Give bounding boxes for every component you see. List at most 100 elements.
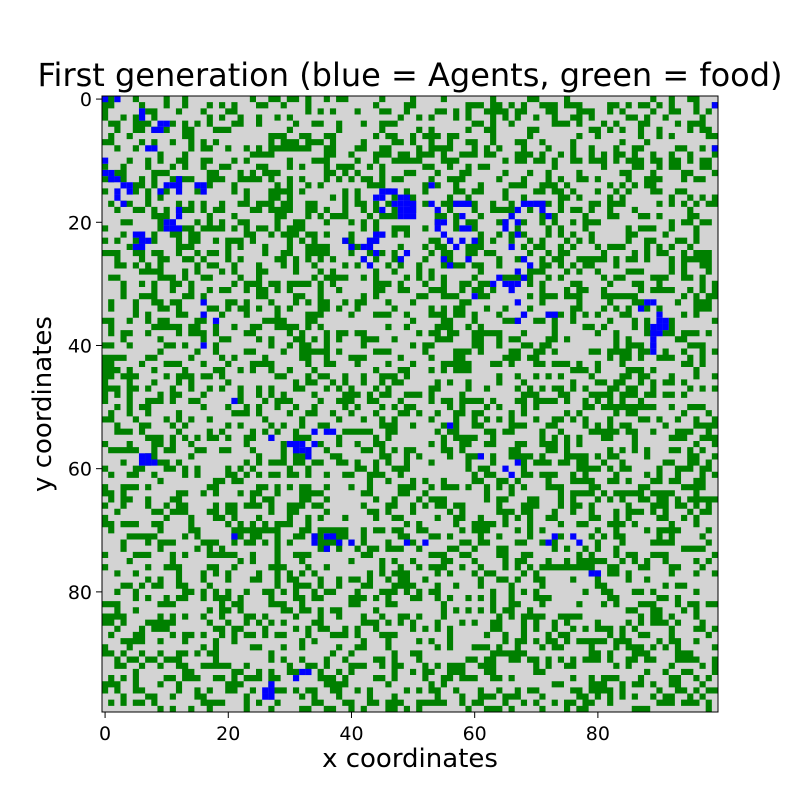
agent-cell	[329, 428, 337, 435]
agent-cell	[490, 280, 497, 288]
agent-cell	[102, 169, 109, 177]
agent-cell	[151, 126, 158, 134]
agent-cell	[323, 545, 330, 552]
agent-cell	[138, 237, 146, 244]
x-tick-label: 60	[463, 723, 487, 745]
agent-cell	[527, 262, 534, 269]
agent-cell	[175, 176, 183, 183]
agent-cell	[434, 225, 441, 232]
agent-cell	[650, 323, 657, 331]
agent-cell	[126, 182, 133, 189]
y-axis: 0 20 40 60 80	[68, 89, 102, 604]
agent-cell	[650, 336, 657, 343]
agent-cell	[305, 447, 312, 454]
agent-cell	[440, 219, 448, 226]
agent-cell	[539, 200, 546, 207]
agent-cell	[212, 317, 220, 324]
agent-cell	[175, 213, 183, 220]
agent-cell	[650, 348, 657, 355]
agent-cell	[644, 299, 651, 306]
agent-cell	[637, 305, 645, 312]
agent-cell	[231, 533, 238, 540]
agent-cell	[348, 243, 355, 251]
food-cells	[102, 96, 718, 712]
agent-cell	[163, 182, 170, 189]
agent-cell	[514, 206, 521, 214]
agent-cell	[527, 200, 534, 207]
agent-cell	[145, 453, 152, 460]
agent-cell	[262, 693, 269, 700]
agent-cell	[157, 120, 164, 127]
agent-cell	[323, 428, 330, 435]
agent-cell	[373, 231, 380, 238]
agent-cell	[502, 465, 509, 472]
agent-cell	[323, 533, 330, 540]
agent-cell	[120, 200, 127, 207]
agent-cell	[163, 219, 170, 226]
agent-cell	[520, 200, 528, 207]
agent-cell	[551, 311, 558, 318]
agent-cell	[514, 268, 521, 275]
chart-title: First generation (blue = Agents, green =…	[37, 56, 783, 94]
agent-cell	[138, 459, 146, 466]
agent-cell	[373, 194, 380, 201]
agent-cell	[311, 440, 318, 448]
agent-cell	[336, 539, 343, 546]
agent-cell	[132, 243, 140, 251]
agent-cell	[126, 188, 133, 195]
agent-cell	[391, 188, 398, 195]
agent-cell	[656, 323, 663, 331]
agent-cell	[403, 194, 411, 201]
agent-cell	[145, 459, 152, 466]
x-tick-label: 0	[99, 723, 111, 745]
agent-cell	[551, 533, 558, 540]
agent-cell	[138, 453, 146, 460]
agent-cell	[102, 96, 109, 103]
agent-cell	[151, 145, 158, 152]
agent-cell	[268, 687, 275, 694]
agent-cell	[403, 200, 411, 207]
y-tick-label: 80	[68, 582, 92, 604]
agent-cell	[496, 274, 503, 281]
agent-cell	[662, 317, 669, 324]
agent-cell	[138, 231, 146, 238]
agent-cell	[163, 225, 170, 232]
agent-cell	[194, 182, 201, 189]
agent-cell	[342, 237, 349, 244]
agent-cell	[428, 200, 435, 207]
agent-cell	[114, 96, 121, 103]
agent-cell	[379, 194, 386, 201]
agent-cell	[311, 539, 318, 546]
agent-cell	[157, 126, 164, 134]
agent-cell	[440, 231, 448, 238]
agent-cell	[711, 102, 719, 109]
agent-cell	[459, 200, 466, 207]
agent-cell	[360, 256, 367, 263]
agent-cell	[114, 188, 121, 195]
agent-cell	[292, 440, 300, 448]
agent-cell	[373, 237, 380, 244]
agent-cell	[508, 286, 515, 294]
agent-cell	[520, 311, 528, 318]
x-axis-label: x coordinates	[322, 744, 498, 774]
agent-cell	[397, 200, 404, 207]
agent-cell	[169, 182, 176, 189]
agent-cell	[471, 293, 478, 300]
plot-frame	[101, 95, 719, 713]
agent-cell	[403, 539, 411, 546]
agent-cell	[514, 299, 521, 306]
agent-cell	[102, 157, 109, 164]
y-axis-label: y coordinates	[28, 316, 58, 492]
agent-cell	[169, 225, 176, 232]
agent-cell	[268, 693, 275, 700]
agent-cell	[520, 256, 528, 263]
agent-cell	[175, 188, 183, 195]
agent-cell	[514, 280, 521, 288]
agent-cell	[175, 206, 183, 214]
agent-cell	[471, 237, 478, 244]
y-tick-label: 0	[80, 89, 92, 111]
agent-cell	[360, 243, 367, 251]
agent-cell	[465, 200, 472, 207]
agent-cell	[459, 225, 466, 232]
agent-cell	[379, 188, 386, 195]
